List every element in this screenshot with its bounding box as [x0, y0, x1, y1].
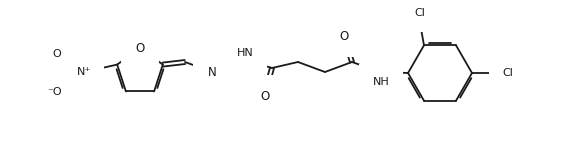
Text: N⁺: N⁺	[77, 67, 91, 77]
Text: Cl: Cl	[415, 8, 425, 18]
Text: O: O	[53, 49, 62, 59]
Text: O: O	[260, 89, 270, 103]
Text: O: O	[136, 41, 145, 55]
Text: O: O	[340, 30, 349, 42]
Text: HN: HN	[237, 48, 253, 58]
Text: Cl: Cl	[502, 68, 513, 78]
Text: ⁻O: ⁻O	[47, 87, 62, 97]
Text: NH: NH	[373, 77, 389, 87]
Text: N: N	[207, 65, 216, 79]
